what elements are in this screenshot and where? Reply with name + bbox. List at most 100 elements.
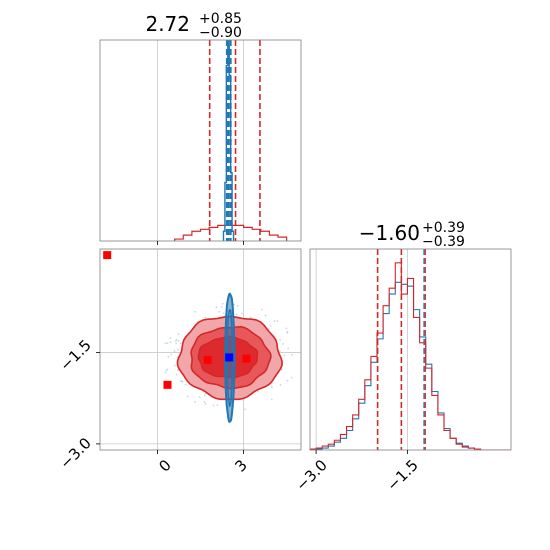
top-left-title: 2.72 [145,12,190,36]
bottom-left-sample-point [194,400,197,403]
bottom-left-sample-point [280,368,283,371]
bottom-left-sample-point [164,371,167,374]
bottom-left-sample-point [270,398,273,401]
bottom-left-markers [103,251,251,389]
bottom-left-sample-point [244,408,246,411]
bottom-left-sample-point [286,379,289,382]
bottom-left-sample-point [286,331,289,334]
bottom-left-sample-point [180,380,183,383]
bottom-left-sample-point [174,340,177,342]
bottom-left-sample-point [177,339,180,342]
bottom-left-sample-point [233,303,236,306]
bottom-left-sample-point [173,364,176,367]
bottom-right-ticks [315,450,408,454]
bottom-left-sample-point [279,383,282,386]
bottom-left-sample-point [212,404,215,407]
bottom-left-sample-point [264,314,267,317]
top-left-frame [99,39,302,242]
bottom-left-xtick-label-1: 3 [231,456,250,475]
bottom-right-title-upper: +0.39 [422,220,465,236]
bottom-left-marker-4 [225,353,234,362]
bottom-right-frame [309,248,512,451]
bottom-left-sample-point [268,328,270,331]
bottom-left-sample-point [291,353,294,356]
bottom-left-sample-point [165,369,168,372]
bottom-right-xtick-label-0: −3.0 [292,456,330,494]
bottom-left-sample-point [269,324,272,327]
bottom-left-sample-point [249,316,252,319]
bottom-left-sample-point [261,308,263,311]
panel-bottom-left: 0 3 −1.5 −3.0 [56,248,302,476]
bottom-left-sample-point [290,376,293,379]
bottom-left-sample-point [167,355,170,358]
bottom-right-quantile-lines [376,249,426,450]
bottom-left-sample-point [173,350,176,353]
bottom-left-sample-point [170,353,173,356]
bottom-left-sample-point [177,333,180,336]
bottom-left-sample-point [236,304,239,307]
bottom-left-sample-point [175,342,178,345]
bottom-left-sample-point [235,313,238,316]
top-left-quantile-lines [208,40,261,241]
top-left-title-upper: +0.85 [199,11,242,27]
bottom-left-sample-point [283,354,286,357]
top-left-grid [157,40,244,241]
bottom-left-sample-point [256,390,259,393]
bottom-left-sample-point [240,312,243,315]
bottom-left-marker-2 [203,355,212,364]
bottom-left-sample-point [177,348,180,351]
bottom-left-ytick-label-0: −1.5 [56,336,94,374]
bottom-left-marker-1 [163,380,172,389]
bottom-right-title: −1.60 [359,221,420,245]
bottom-left-sample-point [215,306,218,309]
bottom-left-sample-point [285,327,288,330]
bottom-left-ticks [96,352,244,454]
panel-top-left: 2.72 +0.85 −0.90 [99,11,302,245]
bottom-left-sample-point [276,320,279,322]
bottom-left-marker-0 [103,251,112,260]
bottom-left-sample-point [218,310,221,313]
bottom-left-sample-point [198,396,201,399]
bottom-left-sample-point [166,368,169,371]
bottom-left-sample-point [203,401,206,403]
bottom-left-sample-point [204,316,207,319]
bottom-left-sample-point [278,350,281,353]
bottom-left-sample-point [216,404,219,407]
bottom-left-sample-point [221,302,224,305]
bottom-left-sample-point [282,343,284,345]
bottom-left-sample-point [175,373,178,376]
bottom-left-sample-point [179,342,182,345]
bottom-right-red-histogram [310,262,511,450]
bottom-left-sample-point [164,342,167,345]
bottom-left-sample-point [222,312,225,315]
bottom-left-sample-point [220,305,223,308]
bottom-left-frame [99,248,302,451]
bottom-left-sample-point [177,369,179,372]
bottom-right-xtick-label-1: −1.5 [383,456,421,494]
bottom-left-sample-point [169,341,172,344]
bottom-left-sample-point [273,320,276,322]
bottom-left-marker-3 [242,354,251,363]
bottom-left-sample-point [287,347,290,350]
top-left-title-lower: −0.90 [199,25,242,41]
bottom-left-xtick-label-0: 0 [155,456,174,475]
bottom-left-sample-point [194,310,197,313]
bottom-right-title-lower: −0.39 [422,234,465,250]
bottom-left-sample-point [169,336,172,339]
bottom-left-sample-point [184,383,187,386]
bottom-left-sample-point [279,339,281,341]
bottom-left-sample-point [203,394,206,397]
bottom-left-sample-point [186,395,189,398]
bottom-left-sample-point [270,386,273,389]
panel-bottom-right: −3.0 −1.5 −1.60 +0.39 −0.39 [292,220,512,495]
top-left-blue-histogram [222,45,235,241]
bottom-right-grid [315,249,408,450]
bottom-left-ytick-label-1: −3.0 [56,434,94,472]
bottom-left-sample-point [166,342,169,345]
bottom-left-sample-point [204,402,207,405]
top-left-ticks [157,241,244,245]
bottom-right-histograms [310,262,511,450]
bottom-left-sample-point [175,338,178,341]
bottom-right-blue-histogram [310,281,511,450]
